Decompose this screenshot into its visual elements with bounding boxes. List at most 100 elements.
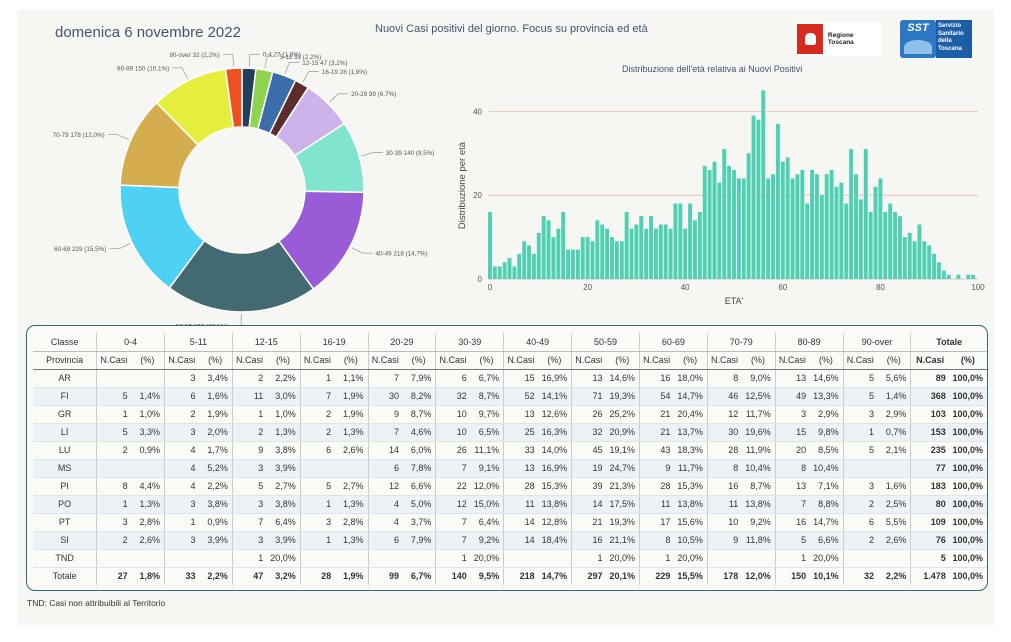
histogram-bar xyxy=(722,149,727,279)
pct-cell: 18,3% xyxy=(673,441,708,460)
histogram-bar xyxy=(741,178,746,279)
cases-cell: 7 xyxy=(367,423,402,442)
totals-cases-cell: 99 xyxy=(367,566,402,585)
cases-cell: 3 xyxy=(164,369,199,388)
histogram-bar xyxy=(824,174,829,279)
histogram-bar xyxy=(536,232,541,279)
sst-logo: SST Servizio Sanitario della Toscana xyxy=(900,20,972,58)
pct-cell: 9,2% xyxy=(741,513,776,532)
histogram-bar xyxy=(590,241,595,279)
cases-cell: 9 xyxy=(638,459,674,478)
cases-cell: 1 xyxy=(299,531,335,550)
pct-subheader: (%) xyxy=(198,351,233,370)
province-cell: PO xyxy=(33,495,97,514)
cases-cell xyxy=(503,549,538,568)
province-cell: SI xyxy=(33,531,97,550)
histogram-bar xyxy=(566,249,571,279)
pct-cell: 9,1% xyxy=(469,459,504,478)
pct-cell: 16,9% xyxy=(537,459,572,478)
donut-leader-line xyxy=(172,67,188,79)
histogram-title: Distribuzione dell'età relativa ai Nuovi… xyxy=(622,64,803,74)
histogram-bar xyxy=(668,228,673,279)
cases-cell: 6 xyxy=(842,513,878,532)
donut-leader-line xyxy=(351,247,373,254)
histogram-bar xyxy=(717,182,722,279)
donut-data-label: 30-39 140 (9,5%) xyxy=(386,150,435,157)
pct-cell: 13,8% xyxy=(673,495,708,514)
pct-cell: 2,6% xyxy=(130,531,165,550)
pct-subheader: (%) xyxy=(605,351,640,370)
table-row: PI 8 4,4% 4 2,2% 5 2,7% 5 2,7% 12 6,6% 22 12,0% 28 15,… xyxy=(33,477,987,496)
pct-cell: 11,9% xyxy=(741,441,776,460)
histogram-bar xyxy=(556,228,561,279)
totals-pct-cell: 3,2% xyxy=(266,566,301,585)
cases-subheader: N.Casi xyxy=(503,351,538,370)
province-cell: LI xyxy=(33,423,97,442)
cases-cell: 15 xyxy=(503,369,538,388)
pct-cell xyxy=(741,549,776,568)
pct-cell: 1,3% xyxy=(334,495,369,514)
histogram-bar xyxy=(932,253,937,279)
histogram-x-tick-label: 0 xyxy=(488,283,493,292)
cases-cell: 25 xyxy=(503,423,538,442)
cases-subheader: N.Casi xyxy=(299,351,335,370)
cases-cell: 13 xyxy=(774,369,810,388)
histogram-bar xyxy=(902,237,907,279)
report-date: domenica 6 novembre 2022 xyxy=(55,24,241,41)
total-group-header: Totale xyxy=(910,333,987,352)
cases-cell: 14 xyxy=(571,495,606,514)
totals-pct-cell: 6,7% xyxy=(401,566,436,585)
cases-cell: 39 xyxy=(571,477,606,496)
histogram-y-axis-label: Distribuzione per età xyxy=(457,141,468,229)
total-cases-cell: 183 xyxy=(910,477,949,496)
cases-cell: 6 xyxy=(164,387,199,406)
cases-cell: 1 xyxy=(164,513,199,532)
cases-cell: 2 xyxy=(231,369,267,388)
pct-subheader: (%) xyxy=(334,351,369,370)
histogram-bar xyxy=(834,186,839,279)
totals-pct-cell: 20,1% xyxy=(605,566,640,585)
histogram-bar xyxy=(800,170,805,279)
pct-cell: 20,0% xyxy=(266,549,301,568)
donut-data-label: 90-over 32 (2,2%) xyxy=(169,52,219,59)
histogram-bar xyxy=(512,266,517,279)
cases-cell: 1 xyxy=(571,549,606,568)
table-totals-row: Totale 27 1,8% 33 2,2% 47 3,2% 28 1,9% 99 6,7% 140 9… xyxy=(33,566,987,585)
histogram-bar xyxy=(815,174,819,279)
pct-cell: 1,3% xyxy=(130,495,165,514)
table-row: SI 2 2,6% 3 3,9% 3 3,9% 1 1,3% 6 7,9% 7 9,2% 14 18,4% 1… xyxy=(33,531,987,550)
histogram-bar xyxy=(683,228,688,279)
sst-logo-line: Toscana xyxy=(938,45,962,52)
histogram-bar xyxy=(531,253,536,279)
histogram-bar xyxy=(488,211,492,279)
cases-cell: 21 xyxy=(638,405,674,424)
histogram-bar xyxy=(868,211,873,279)
cases-cell xyxy=(706,549,742,568)
pct-cell: 19,6% xyxy=(741,423,776,442)
cases-cell: 16 xyxy=(774,513,810,532)
histogram-y-tick-label: 0 xyxy=(478,275,483,284)
pegasus-flag-icon xyxy=(797,24,823,54)
cases-cell: 1 xyxy=(231,549,267,568)
pct-cell: 3,7% xyxy=(401,513,436,532)
pct-cell: 14,7% xyxy=(673,387,708,406)
histogram-bar xyxy=(917,224,922,279)
pct-cell: 6,6% xyxy=(401,477,436,496)
total-pct-cell: 100,0% xyxy=(948,387,987,406)
pct-cell: 1,1% xyxy=(334,369,369,388)
grand-total-cases-cell: 1.478 xyxy=(910,566,949,585)
class-group-header: 50-59 xyxy=(571,333,640,352)
totals-pct-cell: 9,5% xyxy=(469,566,504,585)
cases-cell: 3 xyxy=(299,513,335,532)
histogram-x-axis-label: ETA' xyxy=(725,296,744,306)
pct-cell: 15,3% xyxy=(537,477,572,496)
page-title: Nuovi Casi positivi del giorno. Focus su… xyxy=(375,23,648,35)
cases-cell: 13 xyxy=(503,405,538,424)
cases-cell: 3 xyxy=(842,405,878,424)
sst-logo-line: Sanitario xyxy=(938,30,964,37)
histogram-bar xyxy=(527,245,531,279)
cases-cell: 3 xyxy=(231,459,267,478)
total-cases-cell: 109 xyxy=(910,513,949,532)
cases-cell: 3 xyxy=(164,423,199,442)
pct-cell: 14,0% xyxy=(537,441,572,460)
